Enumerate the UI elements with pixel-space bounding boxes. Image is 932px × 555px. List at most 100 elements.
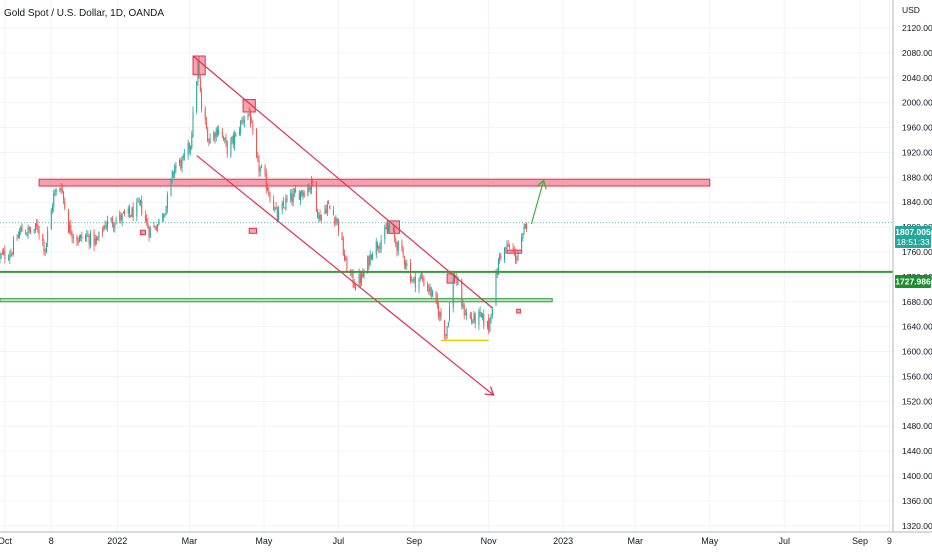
y-tick-label: 1640.000 bbox=[902, 322, 932, 332]
candle-body bbox=[249, 111, 251, 125]
candle-body bbox=[505, 247, 507, 249]
candle-body bbox=[284, 207, 286, 209]
candle-body bbox=[197, 62, 199, 83]
candle-body bbox=[188, 143, 190, 150]
candle-body bbox=[295, 189, 297, 193]
candle-body bbox=[53, 193, 55, 207]
highlight-box bbox=[139, 229, 146, 236]
candle-body bbox=[311, 179, 313, 190]
current-price-badge: 1807.005 18:51:33 bbox=[895, 226, 931, 248]
candle-body bbox=[97, 238, 99, 240]
y-tick-label: 1960.000 bbox=[902, 123, 932, 133]
candle-body bbox=[120, 215, 122, 221]
candle-body bbox=[329, 205, 331, 209]
candle-body bbox=[412, 279, 414, 282]
candle-body bbox=[402, 248, 404, 255]
candle-body bbox=[273, 200, 275, 211]
candle-body bbox=[172, 173, 174, 175]
candle-body bbox=[67, 209, 69, 233]
candle-body bbox=[507, 245, 509, 247]
candle-body bbox=[21, 225, 23, 232]
candle-body bbox=[87, 235, 89, 237]
candle-body bbox=[512, 248, 514, 252]
support-zone bbox=[0, 298, 553, 303]
candle-body bbox=[307, 187, 309, 196]
candle-body bbox=[147, 222, 149, 229]
candle-body bbox=[521, 237, 523, 252]
candle-body bbox=[447, 322, 449, 327]
y-tick-label: 1440.000 bbox=[902, 446, 932, 456]
candle-body bbox=[166, 194, 168, 208]
candle-body bbox=[406, 263, 408, 266]
candle-body bbox=[113, 225, 115, 227]
y-tick-label: 1880.000 bbox=[902, 172, 932, 182]
candle-body bbox=[218, 130, 220, 134]
y-tick-label: 1600.000 bbox=[902, 347, 932, 357]
candle-body bbox=[93, 230, 95, 246]
x-tick-label: Sep bbox=[406, 536, 422, 546]
candle-body bbox=[359, 274, 361, 283]
candle-body bbox=[405, 263, 407, 266]
candle-body bbox=[70, 225, 72, 235]
candle-body bbox=[235, 133, 237, 137]
candle-body bbox=[248, 111, 250, 113]
y-tick-label: 2000.000 bbox=[902, 98, 932, 108]
candle-body bbox=[389, 226, 391, 228]
x-tick-label: 2022 bbox=[107, 536, 127, 546]
candle-body bbox=[352, 270, 354, 285]
candle-body bbox=[346, 258, 348, 272]
y-tick-label: 1680.000 bbox=[902, 297, 932, 307]
y-tick-label: 1840.000 bbox=[902, 197, 932, 207]
candle-body bbox=[378, 246, 380, 249]
candle-body bbox=[276, 208, 278, 220]
candle-body bbox=[115, 219, 117, 224]
candle-body bbox=[423, 278, 425, 286]
candle-body bbox=[187, 143, 189, 156]
candle-body bbox=[258, 158, 260, 172]
highlight-box bbox=[516, 308, 521, 314]
candle-body bbox=[64, 201, 66, 209]
y-tick-label: 1920.000 bbox=[902, 147, 932, 157]
candle-body bbox=[181, 158, 183, 168]
candle-body bbox=[315, 181, 317, 211]
candle-body bbox=[71, 232, 73, 238]
candle-body bbox=[274, 207, 276, 210]
candle-body bbox=[469, 314, 471, 319]
y-tick-label: 1520.000 bbox=[902, 396, 932, 406]
candle-body bbox=[144, 215, 146, 221]
candle-body bbox=[309, 187, 311, 191]
candle-body bbox=[47, 230, 49, 242]
candle-body bbox=[238, 131, 240, 134]
candle-body bbox=[401, 242, 403, 248]
x-tick-label: 8 bbox=[49, 536, 54, 546]
candle-body bbox=[161, 217, 163, 219]
candle-body bbox=[439, 312, 441, 317]
candle-body bbox=[55, 189, 57, 192]
candle-body bbox=[259, 168, 261, 172]
candle-body bbox=[77, 241, 79, 243]
candle-body bbox=[524, 224, 526, 229]
candle-body bbox=[504, 247, 506, 260]
candle-body bbox=[342, 238, 344, 255]
candle-body bbox=[480, 312, 482, 317]
candle-body bbox=[86, 235, 88, 237]
candle-body bbox=[252, 123, 254, 131]
candle-body bbox=[69, 224, 71, 232]
candle-body bbox=[495, 272, 497, 306]
x-tick-label: Jul bbox=[779, 536, 791, 546]
support-badge-bg bbox=[895, 275, 931, 288]
candle-body bbox=[136, 202, 138, 217]
candle-body bbox=[473, 313, 475, 321]
candle-body bbox=[34, 223, 36, 230]
time-axis[interactable]: Oct 8 2022 Mar May Jul Sep Nov 2023 Mar May Jul Sep 9 bbox=[0, 536, 892, 546]
candle-body bbox=[463, 305, 465, 316]
candle-body bbox=[396, 242, 398, 252]
candle-body bbox=[124, 211, 126, 214]
candle-body bbox=[461, 280, 463, 307]
candle-body bbox=[466, 312, 468, 316]
candle-body bbox=[522, 233, 524, 239]
candle-body bbox=[420, 275, 422, 277]
candle-body bbox=[312, 178, 314, 184]
